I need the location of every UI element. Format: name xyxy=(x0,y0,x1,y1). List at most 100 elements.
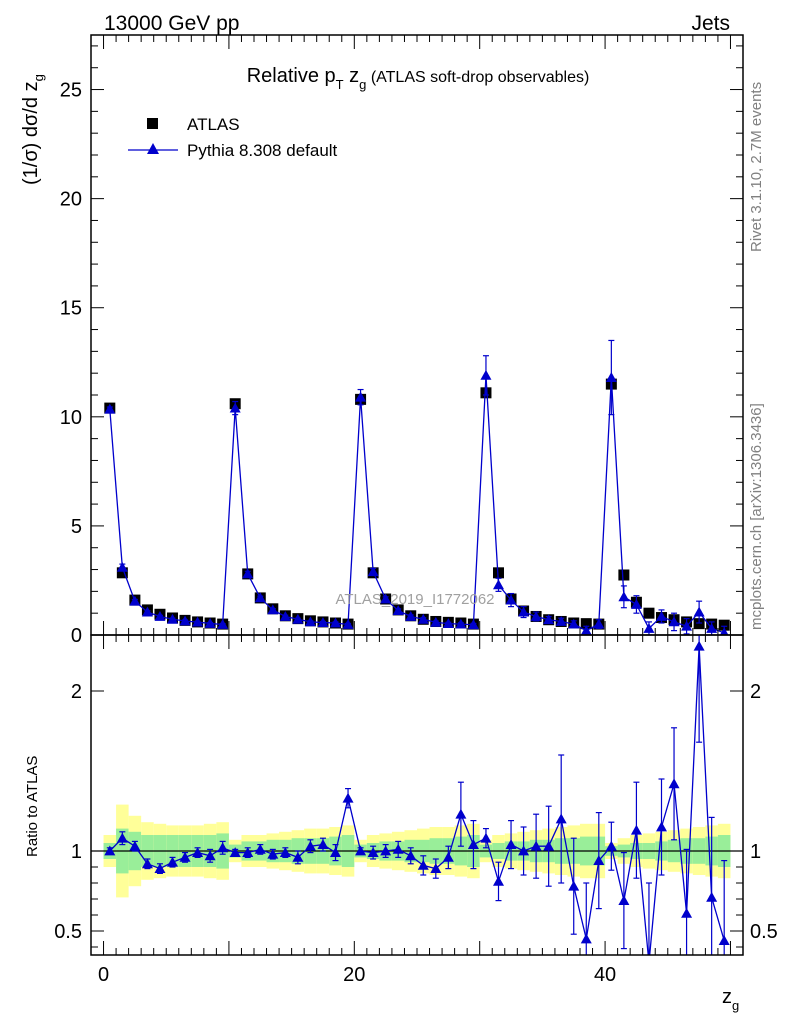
pythia-point xyxy=(706,622,718,633)
pythia-point xyxy=(179,615,191,626)
ratio-series xyxy=(104,635,730,955)
pythia-point xyxy=(630,598,642,609)
pythia-point xyxy=(530,610,542,621)
legend-label-pythia: Pythia 8.308 default xyxy=(187,141,338,160)
legend-marker-pythia xyxy=(147,143,159,154)
pythia-point xyxy=(342,619,354,629)
pythia-point xyxy=(719,627,729,635)
pythia-point xyxy=(681,620,693,631)
ratio-point xyxy=(392,843,404,854)
ratio-point xyxy=(380,845,392,856)
ratio-point xyxy=(593,855,605,865)
pythia-point xyxy=(254,592,266,603)
ratio-point xyxy=(242,847,254,857)
pythia-point xyxy=(204,617,216,628)
pythia-point xyxy=(104,403,116,414)
ratio-y-tick-label: 1 xyxy=(71,841,82,863)
ratio-point xyxy=(254,843,266,854)
ratio-point xyxy=(417,859,429,870)
ratio-point xyxy=(367,847,379,857)
ratio-point xyxy=(342,792,354,803)
pythia-point xyxy=(417,613,429,624)
atlas-point xyxy=(693,618,705,630)
ratio-point xyxy=(505,839,517,849)
ratio-y-tick-label-right: 1 xyxy=(750,841,761,863)
pythia-point xyxy=(317,617,329,627)
pythia-point xyxy=(455,618,467,629)
ratio-y-tick-label-right: 2 xyxy=(750,681,761,703)
pythia-point xyxy=(392,605,404,615)
pythia-point xyxy=(467,619,479,630)
y-tick-label: 5 xyxy=(71,516,82,538)
pythia-point xyxy=(292,613,304,624)
y-tick-label: 10 xyxy=(60,407,82,429)
atlas-point xyxy=(493,567,504,579)
pythia-point xyxy=(518,606,530,617)
header-left: 13000 GeV pp xyxy=(104,12,239,35)
pythia-point xyxy=(217,619,229,629)
ratio-point xyxy=(518,845,530,856)
pythia-point xyxy=(154,610,166,621)
pythia-point xyxy=(330,617,341,628)
ratio-point xyxy=(179,851,191,862)
y-tick-label: 25 xyxy=(60,80,82,102)
pythia-point xyxy=(643,622,655,633)
ratio-point xyxy=(292,851,304,862)
pythia-point xyxy=(442,618,454,629)
pythia-point xyxy=(405,610,417,621)
ratio-plot-area: 0 20 40 0.5 0.5 1 1 2 2 xyxy=(54,634,778,986)
legend-marker-atlas xyxy=(147,118,158,129)
y-axis-label: (1/σ) dσ/d zg xyxy=(20,74,46,185)
ratio-point xyxy=(304,840,316,851)
pythia-point xyxy=(279,610,291,621)
x-tick-label: 0 xyxy=(98,964,109,986)
ratio-point xyxy=(706,891,718,902)
y-tick-label: 15 xyxy=(60,298,82,320)
atlas-point xyxy=(116,567,128,579)
pythia-point xyxy=(543,614,555,625)
pythia-point xyxy=(430,616,442,627)
pythia-point xyxy=(480,369,492,380)
ratio-point xyxy=(355,845,367,856)
pythia-point xyxy=(229,402,241,413)
ratio-point xyxy=(681,907,693,918)
ratio-y-tick-label-right: 0.5 xyxy=(750,921,778,943)
pythia-point xyxy=(267,604,279,615)
ratio-point xyxy=(693,640,705,651)
pythia-point xyxy=(116,561,128,572)
ratio-point xyxy=(555,813,567,824)
pythia-point xyxy=(192,616,204,627)
ratio-point xyxy=(405,850,417,861)
ratio-y-tick-label: 2 xyxy=(71,681,82,703)
x-tick-label: 20 xyxy=(343,964,365,986)
ratio-point xyxy=(141,858,153,869)
ratio-point xyxy=(154,863,166,873)
ratio-point xyxy=(480,832,492,843)
mcplots-label: mcplots.cern.ch [arXiv:1306.3436] xyxy=(748,403,765,630)
ratio-point xyxy=(618,895,630,905)
pythia-point xyxy=(380,593,392,604)
pythia-point xyxy=(605,372,617,382)
ratio-point xyxy=(530,840,542,851)
x-axis-label: zg xyxy=(722,986,739,1013)
chart-title: Relative pT zg (ATLAS soft-drop observab… xyxy=(247,65,590,92)
ratio-point xyxy=(279,847,291,857)
ratio-point xyxy=(192,847,204,857)
watermark: ATLAS_2019_I1772062 xyxy=(335,591,494,608)
pythia-point xyxy=(555,615,567,626)
ratio-point xyxy=(116,832,128,843)
ratio-point xyxy=(568,880,580,891)
main-plot-area: 0 5 10 15 20 25 xyxy=(60,34,744,647)
ratio-y-tick-label: 0.5 xyxy=(54,921,82,943)
pythia-point xyxy=(568,618,580,629)
pythia-point xyxy=(141,606,153,617)
ratio-point xyxy=(430,863,442,873)
ratio-point xyxy=(543,840,555,851)
ratio-line xyxy=(109,646,725,955)
atlas-point xyxy=(618,569,630,581)
ratio-point xyxy=(330,847,341,857)
ratio-point xyxy=(580,933,592,944)
pythia-point xyxy=(304,616,316,627)
ratio-point xyxy=(267,848,279,859)
